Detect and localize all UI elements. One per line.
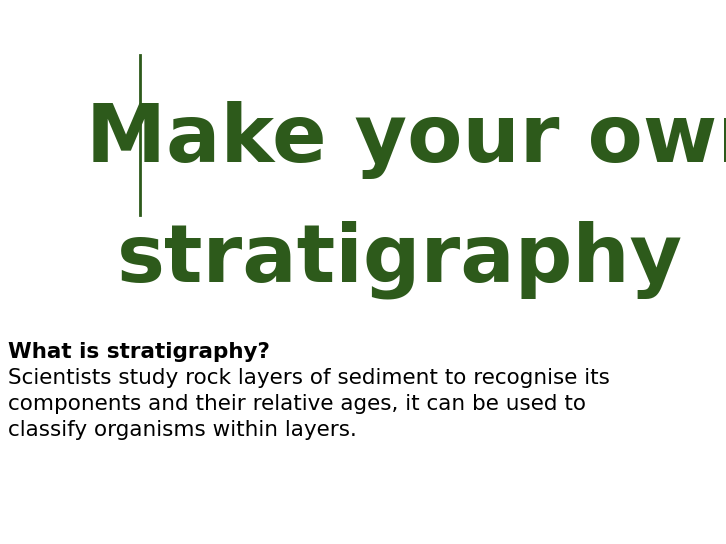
Text: Scientists study rock layers of sediment to recognise its: Scientists study rock layers of sediment… — [8, 368, 610, 388]
Text: stratigraphy: stratigraphy — [117, 221, 683, 299]
Text: classify organisms within layers.: classify organisms within layers. — [8, 420, 357, 440]
Text: What is stratigraphy?: What is stratigraphy? — [8, 342, 270, 362]
Text: Make your own: Make your own — [86, 101, 726, 179]
Text: components and their relative ages, it can be used to: components and their relative ages, it c… — [8, 394, 586, 414]
